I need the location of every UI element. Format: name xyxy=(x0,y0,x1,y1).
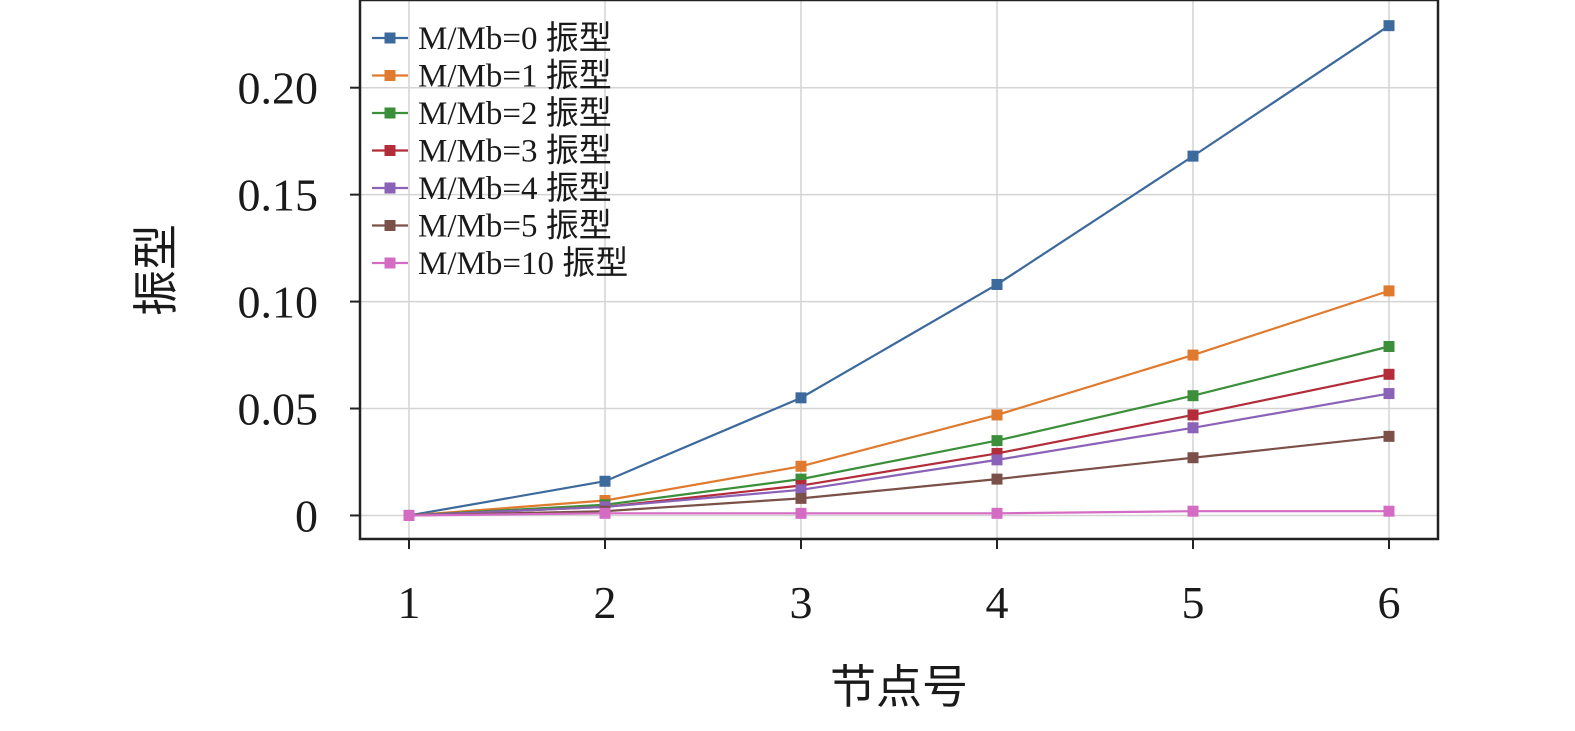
legend-marker xyxy=(384,32,396,44)
data-point-marker xyxy=(1187,452,1199,464)
legend: M/Mb=0 振型M/Mb=1 振型M/Mb=2 振型M/Mb=3 振型M/Mb… xyxy=(372,20,628,282)
data-point-marker xyxy=(795,460,807,472)
x-tick-label: 2 xyxy=(594,577,617,628)
legend-marker xyxy=(384,107,396,119)
legend-label: M/Mb=2 振型 xyxy=(418,95,612,132)
data-point-marker xyxy=(991,454,1003,466)
data-point-marker xyxy=(1383,388,1395,400)
data-point-marker xyxy=(795,392,807,404)
data-point-marker xyxy=(991,473,1003,485)
data-point-marker xyxy=(599,507,611,519)
legend-label: M/Mb=3 振型 xyxy=(418,133,612,170)
legend-marker xyxy=(384,145,396,156)
legend-label: M/Mb=1 振型 xyxy=(418,58,612,95)
legend-label: M/Mb=10 振型 xyxy=(418,245,628,282)
x-tick-label: 5 xyxy=(1182,577,1205,628)
x-axis-label: 节点号 xyxy=(830,662,968,713)
data-point-marker xyxy=(991,435,1003,447)
series-line xyxy=(408,24,1390,517)
data-point-marker xyxy=(1383,285,1395,297)
y-tick-label: 0.15 xyxy=(238,170,319,221)
x-tick-label: 6 xyxy=(1378,577,1401,628)
data-point-marker xyxy=(1187,422,1199,434)
data-point-marker xyxy=(795,484,807,496)
data-point-marker xyxy=(991,278,1003,290)
plot-frame xyxy=(358,0,1440,541)
series-group xyxy=(403,20,1395,521)
data-point-marker xyxy=(795,473,807,485)
y-tick-label: 0 xyxy=(295,490,318,541)
legend-label: M/Mb=0 振型 xyxy=(418,20,612,57)
legend-marker xyxy=(384,257,396,269)
legend-marker xyxy=(384,220,396,231)
axis-ticks: 1 2 3 4 5 6 0 0.05 0.10 0.15 0.20 xyxy=(238,63,1401,628)
data-point-marker xyxy=(991,447,1003,459)
series-line xyxy=(408,435,1390,517)
y-axis-label: 振型 xyxy=(131,224,182,316)
x-tick-label: 1 xyxy=(398,577,421,628)
data-point-marker xyxy=(1187,349,1199,361)
y-tick-label: 0.05 xyxy=(238,384,319,435)
data-point-marker xyxy=(403,509,415,521)
series-line xyxy=(408,345,1390,517)
data-point-marker xyxy=(1187,390,1199,402)
data-point-marker xyxy=(795,507,807,519)
data-point-marker xyxy=(1187,505,1199,517)
y-tick-label: 0.20 xyxy=(238,63,319,114)
legend-label: M/Mb=4 振型 xyxy=(418,170,612,207)
series-line xyxy=(408,510,1389,517)
series-line xyxy=(408,392,1390,517)
data-point-marker xyxy=(599,475,611,487)
data-point-marker xyxy=(1383,368,1395,380)
x-tick-label: 3 xyxy=(790,577,813,628)
legend-marker xyxy=(384,70,396,81)
series-line xyxy=(408,289,1390,517)
data-point-marker xyxy=(1383,341,1395,352)
data-point-marker xyxy=(1187,150,1199,162)
data-point-marker xyxy=(1383,430,1395,442)
data-point-marker xyxy=(1383,20,1395,32)
legend-label: M/Mb=5 振型 xyxy=(418,208,612,245)
x-tick-label: 4 xyxy=(986,577,1009,628)
grid xyxy=(360,0,1438,539)
data-point-marker xyxy=(1187,409,1199,421)
data-point-marker xyxy=(991,409,1003,421)
y-tick-label: 0.10 xyxy=(238,277,319,328)
legend-marker xyxy=(384,182,396,194)
data-point-marker xyxy=(1383,505,1395,517)
data-point-marker xyxy=(795,492,807,504)
data-point-marker xyxy=(991,507,1003,519)
